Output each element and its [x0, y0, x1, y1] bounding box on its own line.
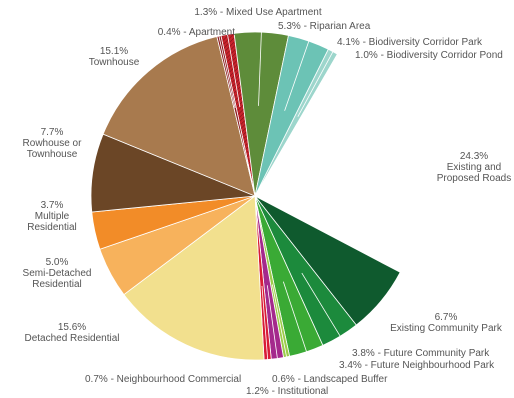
- leader-future-community-park: [301, 272, 343, 340]
- slice-existing-and-proposed-roads: [254, 53, 420, 273]
- label-biodiversity-corridor-park: 4.1% - Biodiversity Corridor Park: [337, 37, 483, 48]
- leader-future-neighbourhood-park: [282, 281, 308, 355]
- label-institutional: 1.2% - Institutional: [246, 386, 328, 397]
- leader-biodiversity-corridor-pond: [297, 48, 335, 117]
- slice-labels: 1.3% - Mixed Use Apartment 5.3% - Riparia…: [23, 7, 512, 397]
- label-riparian-area: 5.3% - Riparian Area: [278, 21, 371, 32]
- label-mixed-use-apartment: 1.3% - Mixed Use Apartment: [194, 7, 321, 18]
- label-future-community-park: 3.8% - Future Community Park: [352, 348, 490, 359]
- leader-lines: [217, 28, 343, 363]
- label-existing-community-park: 6.7% Existing Community Park: [390, 312, 503, 334]
- label-detached-residential: 15.6% Detached Residential: [24, 322, 119, 344]
- label-neighbourhood-commercial: 0.7% - Neighbourhood Commercial: [85, 374, 241, 385]
- leader-neighbourhood-commercial: [261, 285, 269, 363]
- leader-apartment: [217, 32, 236, 109]
- label-existing-and-proposed-roads: 24.3% Existing and Proposed Roads: [437, 151, 512, 184]
- label-future-neighbourhood-park: 3.4% - Future Neighbourhood Park: [339, 360, 495, 371]
- leader-mixed-use-apartment: [226, 31, 241, 108]
- label-semi-detached-residential: 5.0% Semi-Detached Residential: [23, 257, 92, 290]
- label-townhouse: 15.1% Townhouse: [89, 46, 140, 68]
- leader-institutional: [266, 285, 279, 362]
- label-rowhouse-or-townhouse: 7.7% Rowhouse or Townhouse: [23, 127, 83, 160]
- pie-slices: [90, 31, 420, 361]
- slice-detached-residential: [123, 195, 265, 361]
- leader-landscaped-buffer: [271, 284, 288, 361]
- label-landscaped-buffer: 0.6% - Landscaped Buffer: [272, 374, 388, 385]
- label-biodiversity-corridor-pond: 1.0% - Biodiversity Corridor Pond: [355, 50, 503, 61]
- leader-biodiversity-corridor-park: [284, 37, 311, 111]
- slice-townhouse: [102, 36, 256, 197]
- leader-riparian-area: [258, 28, 262, 106]
- label-apartment: 0.4% - Apartment: [158, 27, 235, 38]
- label-multiple-residential: 3.7% Multiple Residential: [27, 200, 76, 233]
